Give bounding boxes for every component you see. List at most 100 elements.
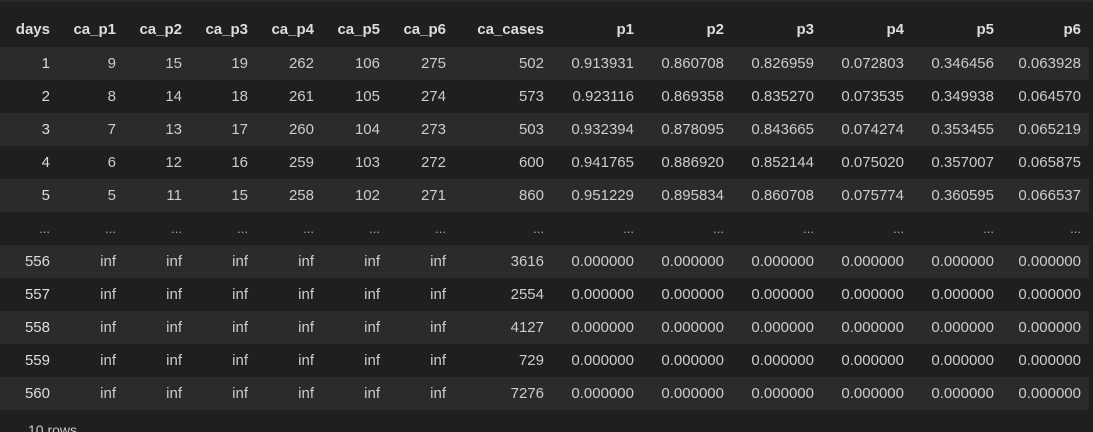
table-cell: inf [232, 253, 248, 270]
table-cell: inf [166, 319, 182, 336]
table-cell: 102 [354, 187, 380, 204]
output-cell-top [0, 0, 1093, 9]
table-row: 559 inf inf inf inf inf inf 729 0.000000 0.000000… [0, 344, 1089, 377]
table-cell: 0.000000 [571, 352, 634, 369]
table-cell: 15 [165, 55, 182, 72]
table-cell: ... [369, 221, 380, 236]
table-cell: inf [166, 385, 182, 402]
table-cell: ... [105, 221, 116, 236]
table-cell: ... [237, 221, 248, 236]
table-cell: ... [171, 221, 182, 236]
table-cell: 503 [518, 121, 544, 138]
table-cell: 15 [231, 187, 248, 204]
row-index-cell: 559 [24, 352, 50, 369]
table-cell: 0.000000 [661, 352, 724, 369]
table-cell: 0.000000 [931, 385, 994, 402]
table-cell: inf [364, 385, 380, 402]
table-cell: 262 [288, 55, 314, 72]
table-cell: 0.360595 [931, 187, 994, 204]
dataframe-table: days ca_p1 ca_p2 ca_p3 ca_p4 ca_p5 ca_p6 ca_cas… [0, 11, 1089, 410]
table-cell: 0.932394 [571, 121, 634, 138]
column-header-ca-cases: ca_cases [477, 20, 544, 38]
table-cell: inf [232, 319, 248, 336]
table-cell: 16 [231, 154, 248, 171]
table-cell: 5 [107, 187, 116, 204]
table-cell: inf [364, 352, 380, 369]
table-cell: ... [435, 221, 446, 236]
table-cell: 502 [518, 55, 544, 72]
row-index-cell: ... [39, 221, 50, 236]
table-cell: 3616 [510, 253, 544, 270]
table-cell: 0.886920 [661, 154, 724, 171]
table-cell: 600 [518, 154, 544, 171]
table-cell: 0.860708 [751, 187, 814, 204]
table-cell: 0.000000 [661, 286, 724, 303]
table-cell: 860 [518, 187, 544, 204]
table-cell: 0.000000 [1018, 352, 1081, 369]
table-cell: 0.835270 [751, 88, 814, 105]
row-index-cell: 557 [24, 286, 50, 303]
column-header-p6: p6 [1063, 20, 1081, 38]
table-cell: 0.878095 [661, 121, 724, 138]
table-cell: ... [623, 221, 634, 236]
table-cell: 0.353455 [931, 121, 994, 138]
table-cell: 0.000000 [571, 286, 634, 303]
table-cell: 19 [231, 55, 248, 72]
table-cell: 0.000000 [751, 286, 814, 303]
table-cell: 18 [231, 88, 248, 105]
table-cell: inf [100, 319, 116, 336]
table-cell: 0.000000 [841, 352, 904, 369]
table-cell: 0.000000 [931, 253, 994, 270]
table-cell: inf [100, 385, 116, 402]
table-cell: inf [232, 352, 248, 369]
table-cell: ... [533, 221, 544, 236]
table-cell: ... [803, 221, 814, 236]
dataframe-output: days ca_p1 ca_p2 ca_p3 ca_p4 ca_p5 ca_p6 ca_cas… [0, 11, 1093, 410]
table-cell: 0.357007 [931, 154, 994, 171]
column-header-days: days [15, 20, 50, 38]
row-index-cell: 4 [41, 154, 50, 171]
table-cell: 0.065219 [1018, 121, 1081, 138]
table-cell: 0.000000 [1018, 253, 1081, 270]
row-index-cell: 1 [41, 55, 50, 72]
table-cell: 0.941765 [571, 154, 634, 171]
table-cell: 0.065875 [1018, 154, 1081, 171]
table-cell: inf [232, 286, 248, 303]
table-cell: 274 [420, 88, 446, 105]
ellipsis-row: ........................................… [0, 212, 1089, 245]
table-cell: 0.852144 [751, 154, 814, 171]
table-cell: ... [303, 221, 314, 236]
table-row: 4 6 12 16 259 103 272 600 0.941765 0.886920 0.8521… [0, 146, 1089, 179]
table-cell: 0.951229 [571, 187, 634, 204]
table-cell: 573 [518, 88, 544, 105]
table-cell: 0.913931 [571, 55, 634, 72]
table-body: 1 9 15 19 262 106 275 502 0.913931 0.860708 0.8269… [0, 47, 1089, 410]
column-header-p5: p5 [976, 20, 994, 38]
table-cell: 0.000000 [751, 385, 814, 402]
table-cell: 0.000000 [1018, 385, 1081, 402]
table-row: 1 9 15 19 262 106 275 502 0.913931 0.860708 0.8269… [0, 47, 1089, 80]
table-cell: inf [430, 352, 446, 369]
table-cell: 12 [165, 154, 182, 171]
column-header-ca-p3: ca_p3 [205, 20, 248, 38]
table-cell: 729 [518, 352, 544, 369]
row-index-cell: 558 [24, 319, 50, 336]
table-cell: 261 [288, 88, 314, 105]
table-row: 556 inf inf inf inf inf inf 3616 0.000000 0.00000… [0, 245, 1089, 278]
table-cell: 0.826959 [751, 55, 814, 72]
table-cell: inf [100, 286, 116, 303]
table-cell: inf [298, 253, 314, 270]
header-row: days ca_p1 ca_p2 ca_p3 ca_p4 ca_p5 ca_p6 ca_cas… [0, 11, 1089, 47]
column-header-ca-p4: ca_p4 [271, 20, 314, 38]
table-cell: inf [100, 352, 116, 369]
table-cell: 0.000000 [571, 253, 634, 270]
table-cell: 0.000000 [841, 319, 904, 336]
table-cell: 0.074274 [841, 121, 904, 138]
table-cell: 0.072803 [841, 55, 904, 72]
table-cell: 0.000000 [571, 319, 634, 336]
table-cell: 0.000000 [841, 253, 904, 270]
table-cell: 104 [354, 121, 380, 138]
column-header-ca-p6: ca_p6 [403, 20, 446, 38]
table-cell: 0.346456 [931, 55, 994, 72]
table-cell: 0.000000 [661, 253, 724, 270]
